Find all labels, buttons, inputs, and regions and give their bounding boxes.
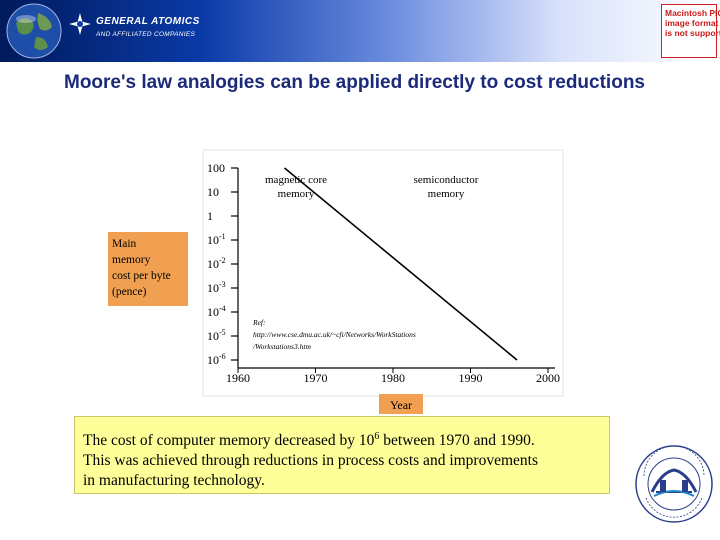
y-tick-exponent: -2 — [219, 256, 226, 265]
y-tick-label: 10 — [207, 185, 219, 199]
x-ticks: 1960 1970 1980 1990 2000 — [226, 368, 560, 385]
region-label-core: magnetic core memory — [265, 174, 327, 200]
x-tick-label: 1990 — [459, 371, 483, 385]
caption-text: This was achieved through reductions in … — [83, 452, 538, 470]
caption-text: between 1970 and 1990. — [379, 432, 535, 450]
unsupported-image-placeholder: Macintosh PICT image format is not suppo… — [661, 4, 720, 58]
series-group — [283, 167, 518, 361]
caption-line: This was achieved through reductions in … — [83, 451, 601, 471]
region-label-semiconductor-line2: memory — [428, 188, 465, 200]
reference-line: /Workstations3.htm — [252, 342, 311, 351]
caption-text: The cost of computer memory decreased by… — [83, 432, 375, 450]
y-axis-label-line: memory — [112, 254, 151, 266]
caption-text: in manufacturing technology. — [83, 472, 265, 490]
y-tick-label: 100 — [207, 161, 225, 175]
reference-line: Ref: — [252, 318, 266, 327]
cost-trend-line — [283, 167, 518, 361]
y-tick-exponent: -6 — [219, 352, 226, 361]
y-axis-label-line: Main — [112, 238, 137, 250]
reference-line: http://www.cse.dmu.ac.uk/~cfi/Networks/W… — [253, 330, 416, 339]
x-tick-label: 2000 — [536, 371, 560, 385]
y-axis-label-line: cost per byte — [112, 270, 171, 282]
caption-box: The cost of computer memory decreased by… — [74, 416, 610, 494]
y-tick-exponent: -3 — [219, 280, 226, 289]
reference-annotation: Ref: http://www.cse.dmu.ac.uk/~cfi/Netwo… — [252, 318, 416, 351]
x-tick-label: 1970 — [304, 371, 328, 385]
caption-superscript: 6 — [374, 431, 380, 442]
placeholder-line: Macintosh PICT — [665, 8, 720, 18]
y-tick-exponent: -4 — [219, 304, 226, 313]
y-axis-label-box — [108, 232, 188, 306]
general-atomics-logo-icon — [69, 13, 91, 35]
y-tick-label: 1 — [207, 209, 213, 223]
region-label-core-line2: memory — [278, 188, 315, 200]
x-axis-label-text: Year — [390, 398, 412, 412]
caption-line: in manufacturing technology. — [83, 471, 601, 491]
region-label-semiconductor: semiconductor memory — [414, 174, 479, 200]
slide-title: Moore's law analogies can be applied dir… — [64, 72, 645, 93]
y-axis-label: Main memory cost per byte (pence) — [108, 232, 188, 306]
y-tick-exponent: -5 — [219, 328, 226, 337]
header-banner: GENERAL ATOMICS AND AFFILIATED COMPANIES… — [0, 0, 720, 62]
x-tick-label: 1980 — [381, 371, 405, 385]
laboratory-seal-icon — [635, 445, 713, 523]
y-tick-exponent: -1 — [219, 232, 226, 241]
x-tick-label: 1960 — [226, 371, 250, 385]
x-axis-label-box — [379, 394, 423, 414]
placeholder-line: is not supported — [665, 28, 720, 38]
placeholder-line: image format — [665, 18, 719, 28]
y-axis-label-line: (pence) — [112, 286, 147, 298]
globe-icon — [6, 3, 62, 59]
caption-line: The cost of computer memory decreased by… — [83, 427, 601, 451]
region-label-core-line1: magnetic core — [265, 174, 327, 186]
x-axis-label: Year — [379, 394, 423, 414]
chart-background — [202, 149, 564, 397]
company-name: GENERAL ATOMICS — [96, 16, 200, 27]
company-tagline: AND AFFILIATED COMPANIES — [96, 31, 196, 38]
region-label-semiconductor-line1: semiconductor — [414, 174, 479, 186]
